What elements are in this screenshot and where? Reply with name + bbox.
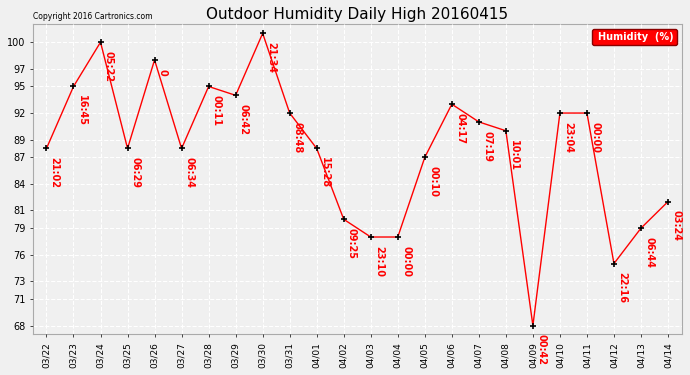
- Text: 00:42: 00:42: [536, 334, 546, 365]
- Text: 06:44: 06:44: [644, 237, 654, 268]
- Text: 21:02: 21:02: [50, 158, 60, 188]
- Text: 23:10: 23:10: [374, 246, 384, 277]
- Text: 09:25: 09:25: [347, 228, 357, 259]
- Text: 23:04: 23:04: [563, 122, 573, 153]
- Legend: Humidity  (%): Humidity (%): [592, 29, 677, 45]
- Text: 08:48: 08:48: [293, 122, 303, 153]
- Text: 10:01: 10:01: [509, 140, 519, 171]
- Text: 00:00: 00:00: [590, 122, 600, 153]
- Text: 21:34: 21:34: [266, 42, 276, 73]
- Text: 16:45: 16:45: [77, 95, 87, 126]
- Text: 0: 0: [158, 69, 168, 75]
- Text: 00:11: 00:11: [212, 95, 222, 126]
- Text: 00:10: 00:10: [428, 166, 438, 197]
- Text: 05:22: 05:22: [104, 51, 114, 82]
- Text: Copyright 2016 Cartronics.com: Copyright 2016 Cartronics.com: [33, 12, 152, 21]
- Text: 06:34: 06:34: [185, 158, 195, 188]
- Text: 07:19: 07:19: [482, 131, 492, 162]
- Text: 03:24: 03:24: [671, 210, 681, 242]
- Text: 04:17: 04:17: [455, 113, 465, 144]
- Title: Outdoor Humidity Daily High 20160415: Outdoor Humidity Daily High 20160415: [206, 7, 509, 22]
- Text: 22:16: 22:16: [618, 272, 627, 303]
- Text: 15:28: 15:28: [320, 158, 330, 189]
- Text: 06:42: 06:42: [239, 104, 249, 135]
- Text: 00:00: 00:00: [401, 246, 411, 277]
- Text: 06:29: 06:29: [131, 158, 141, 188]
